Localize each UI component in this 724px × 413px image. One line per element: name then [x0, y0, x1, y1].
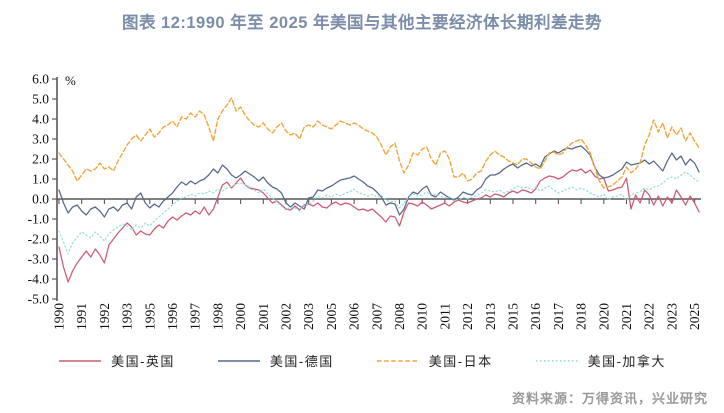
- svg-text:2017: 2017: [551, 303, 566, 330]
- svg-text:2007: 2007: [369, 303, 384, 330]
- svg-text:2.0: 2.0: [32, 152, 49, 167]
- svg-text:2016: 2016: [528, 303, 543, 330]
- svg-text:-1.0: -1.0: [28, 212, 50, 227]
- svg-text:1998: 1998: [210, 303, 225, 330]
- svg-text:1990: 1990: [52, 303, 67, 330]
- legend-label: 美国-德国: [269, 354, 334, 369]
- svg-text:2002: 2002: [279, 303, 294, 330]
- svg-text:4.0: 4.0: [32, 112, 49, 127]
- page-title: 图表 12:1990 年至 2025 年美国与其他主要经济体长期利差走势: [121, 14, 603, 32]
- legend-item-us-uk: 美国-英国: [58, 351, 175, 370]
- svg-text:-4.0: -4.0: [28, 272, 50, 287]
- svg-text:2018: 2018: [574, 303, 589, 330]
- line-swatch-icon: [535, 359, 578, 362]
- line-swatch-icon: [376, 359, 419, 362]
- svg-text:2013: 2013: [483, 303, 498, 330]
- svg-text:1.0: 1.0: [32, 172, 49, 187]
- svg-text:2012: 2012: [460, 303, 475, 330]
- line-swatch-icon: [59, 359, 102, 362]
- svg-text:1993: 1993: [120, 303, 135, 330]
- svg-text:-5.0: -5.0: [28, 292, 50, 307]
- svg-text:1995: 1995: [142, 303, 157, 330]
- legend-item-us-germany: 美国-德国: [217, 351, 334, 370]
- svg-text:2025: 2025: [687, 303, 702, 330]
- svg-text:2011: 2011: [437, 303, 452, 330]
- svg-text:5.0: 5.0: [32, 92, 49, 107]
- svg-text:2020: 2020: [596, 303, 611, 330]
- svg-text:2023: 2023: [664, 303, 679, 330]
- svg-text:1991: 1991: [74, 303, 89, 330]
- legend-label: 美国-英国: [111, 354, 175, 369]
- svg-text:2015: 2015: [506, 303, 521, 330]
- svg-text:2010: 2010: [415, 303, 430, 330]
- svg-text:%: %: [65, 73, 76, 88]
- svg-text:2008: 2008: [392, 303, 407, 330]
- svg-text:2000: 2000: [233, 303, 248, 330]
- svg-text:2005: 2005: [324, 303, 339, 330]
- svg-text:2003: 2003: [301, 303, 316, 330]
- svg-text:1997: 1997: [188, 303, 203, 330]
- svg-text:1992: 1992: [97, 303, 112, 330]
- svg-text:-3.0: -3.0: [28, 252, 50, 267]
- svg-text:-2.0: -2.0: [28, 232, 50, 247]
- line-swatch-icon: [217, 359, 260, 362]
- svg-text:2022: 2022: [642, 303, 657, 330]
- svg-text:3.0: 3.0: [32, 132, 49, 147]
- svg-text:2001: 2001: [256, 303, 271, 330]
- source-note: 资料来源：万得资讯，兴业研究: [511, 391, 708, 406]
- legend-label: 美国-日本: [428, 354, 493, 369]
- chart-legend: 美国-英国 美国-德国 美国-日本 美国-加拿大: [0, 351, 724, 370]
- legend-label: 美国-加拿大: [587, 354, 666, 369]
- svg-text:2006: 2006: [347, 303, 362, 330]
- svg-text:0.0: 0.0: [32, 192, 49, 207]
- legend-item-us-canada: 美国-加拿大: [535, 351, 666, 370]
- svg-text:1996: 1996: [165, 303, 180, 330]
- svg-text:2021: 2021: [619, 303, 634, 330]
- legend-item-us-japan: 美国-日本: [376, 351, 493, 370]
- svg-text:6.0: 6.0: [32, 72, 49, 87]
